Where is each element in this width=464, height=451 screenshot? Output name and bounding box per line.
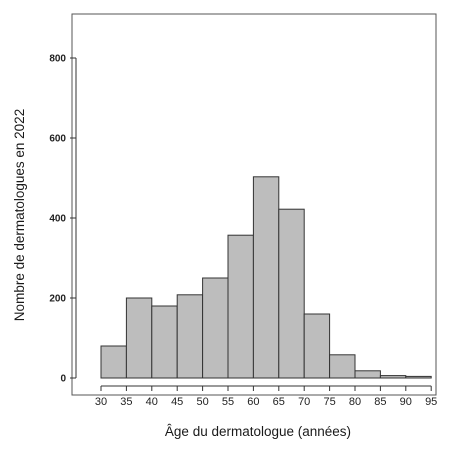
y-axis-label: Nombre de dermatologues en 2022 [12, 109, 27, 321]
histogram-bar-40-45 [151, 305, 178, 379]
x-tick-label: 40 [146, 396, 158, 408]
x-tick-label: 50 [196, 396, 208, 408]
x-tick-label: 75 [323, 396, 335, 408]
x-tick-label: 55 [222, 396, 234, 408]
y-tick-label: 400 [49, 214, 66, 225]
y-tick-label: 600 [49, 134, 66, 145]
bars-group [100, 176, 432, 379]
histogram-bar-65-70 [278, 208, 305, 379]
histogram-bar-85-90 [379, 375, 407, 379]
x-tick-label: 30 [95, 396, 107, 408]
x-axis-label: Âge du dermatologue (années) [165, 424, 351, 439]
histogram-bar-50-55 [202, 277, 229, 379]
x-tick-label: 35 [120, 396, 132, 408]
histogram-bar-30-35 [100, 345, 127, 379]
y-tick-label: 800 [49, 54, 66, 65]
histogram-bar-35-40 [125, 297, 153, 379]
x-tick-label: 45 [171, 396, 183, 408]
x-tick-label: 85 [374, 396, 386, 408]
y-tick-label: 0 [60, 374, 66, 385]
x-tick-label: 65 [273, 396, 285, 408]
histogram-bar-75-80 [329, 354, 356, 379]
histogram-bar-70-75 [303, 313, 331, 379]
x-tick-label: 95 [425, 396, 437, 408]
x-tick-label: 70 [298, 396, 310, 408]
y-tick-label: 200 [49, 294, 66, 305]
x-tick-label: 90 [400, 396, 412, 408]
histogram-bar-80-85 [354, 370, 381, 379]
plot-frame [71, 13, 437, 396]
y-axis: 0 200 400 600 800 [49, 54, 77, 385]
histogram-bar-60-65 [252, 176, 280, 379]
x-axis: 30 35 40 45 50 55 60 65 70 75 80 85 90 95 [95, 385, 437, 408]
histogram-bar-55-60 [227, 234, 254, 379]
histogram-bar-45-50 [176, 294, 204, 379]
x-tick-label: 80 [349, 396, 361, 408]
histogram-bar-90-95 [405, 375, 432, 379]
x-tick-label: 60 [247, 396, 259, 408]
